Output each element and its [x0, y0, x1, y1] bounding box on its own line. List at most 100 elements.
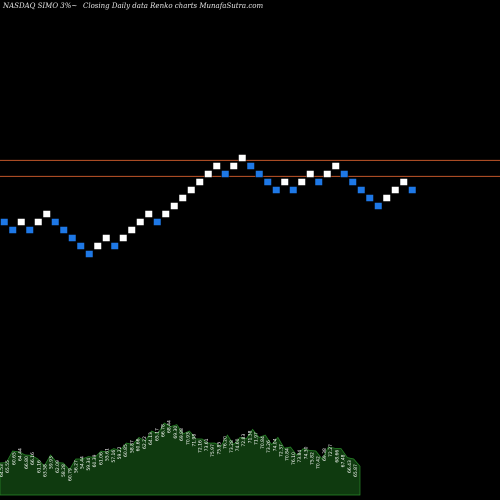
renko-brick-up: [238, 154, 247, 162]
volume-area-path: [0, 422, 361, 496]
renko-brick-down: [110, 242, 119, 250]
renko-brick-down: [272, 186, 281, 194]
chart-title: Closing Daily data Renko charts MunafaSu…: [83, 2, 263, 10]
volume-label: 64.13: [148, 432, 154, 445]
volume-label: 74.60: [235, 438, 241, 451]
volume-label: 62.22: [142, 436, 148, 449]
renko-brick-up: [170, 202, 179, 210]
renko-brick-up: [399, 178, 408, 186]
volume-label: 70.84: [285, 448, 291, 461]
renko-brick-up: [34, 218, 43, 226]
volume-label: 60.66: [136, 438, 142, 451]
renko-brick-down: [76, 242, 85, 250]
volume-label: 62.09: [55, 460, 61, 473]
volume-label: 66.16: [30, 452, 36, 465]
volume-label: 59.93: [49, 456, 55, 469]
renko-brick-up: [161, 210, 170, 218]
renko-brick-up: [331, 162, 340, 170]
renko-brick-down: [0, 218, 9, 226]
renko-brick-up: [102, 234, 111, 242]
renko-brick-down: [340, 170, 349, 178]
exchange-symbol: NASDAQ SIMO 3%~: [2, 2, 77, 10]
volume-label: 71.97: [254, 432, 260, 445]
volume-label: 59.22: [117, 446, 123, 459]
renko-brick-down: [289, 186, 298, 194]
volume-label: 60.85: [123, 444, 129, 457]
volume-label: 65.87: [353, 464, 359, 477]
volume-label: 60.79: [67, 468, 73, 481]
renko-brick-up: [195, 178, 204, 186]
renko-brick-down: [365, 194, 374, 202]
volume-label: 72.83: [241, 434, 247, 447]
volume-label: 72.27: [328, 444, 334, 457]
renko-brick-up: [204, 170, 213, 178]
level-lines: [0, 159, 500, 177]
renko-brick-up: [229, 162, 238, 170]
renko-brick-down: [51, 218, 60, 226]
volume-label: 76.10: [291, 452, 297, 465]
volume-label: 61.16: [36, 460, 42, 473]
renko-brick-up: [127, 226, 136, 234]
volume-label: 63.58: [42, 464, 48, 477]
renko-brick-up: [136, 218, 145, 226]
volume-area: [0, 422, 361, 496]
volume-label: 64.53: [0, 464, 5, 477]
volume-label: 73.84: [297, 450, 303, 463]
volume-label: 58.28: [61, 464, 67, 477]
volume-label: 56.27: [74, 460, 80, 473]
renko-brick-down: [255, 170, 264, 178]
volume-label: 69.38: [322, 448, 328, 461]
renko-brick-down: [221, 170, 230, 178]
volume-label: 73.61: [204, 438, 210, 451]
renko-brick-up: [212, 162, 221, 170]
volume-label: 64.44: [18, 448, 24, 461]
renko-brick-down: [408, 186, 417, 194]
volume-label: 66.43: [347, 460, 353, 473]
volume-label: 73.28: [229, 440, 235, 453]
volume-label: 72.16: [198, 440, 204, 453]
renko-brick-down: [68, 234, 77, 242]
renko-brick-up: [17, 218, 26, 226]
volume-label: 76.20: [223, 436, 229, 449]
volume-label: 74.04: [272, 438, 278, 451]
renko-brick-up: [187, 186, 196, 194]
volume-label: 73.26: [266, 440, 272, 453]
volume-label: 66.78: [160, 424, 166, 437]
volume-label: 65.55: [5, 460, 11, 473]
renko-brick-down: [85, 250, 94, 258]
volume-label: 69.30: [173, 426, 179, 439]
renko-brick-up: [42, 210, 51, 218]
volume-label: 55.61: [105, 448, 111, 461]
volume-label: 60.65: [11, 452, 17, 465]
volume-label: 75.85: [216, 442, 222, 455]
volume-label: 68.44: [167, 420, 173, 433]
renko-brick-down: [153, 218, 162, 226]
volume-label: 54.44: [80, 456, 86, 469]
volume-label: 66.80: [24, 456, 30, 469]
volume-label: 71.98: [192, 434, 198, 447]
volume-label: 58.87: [129, 440, 135, 453]
volume-label: 60.39: [92, 454, 98, 467]
renko-brick-up: [119, 234, 128, 242]
volume-label: 74.30: [303, 446, 309, 459]
renko-brick-up: [93, 242, 102, 250]
volume-label: 57.16: [111, 450, 117, 463]
volume-label: 68.66: [334, 450, 340, 463]
volume-label: 75.82: [310, 452, 316, 465]
volume-label: 71.38: [247, 430, 253, 443]
volume-label: 70.42: [316, 456, 322, 469]
volume-label: 75.97: [210, 444, 216, 457]
renko-brick-down: [25, 226, 34, 234]
volume-label: 70.84: [260, 436, 266, 449]
renko-brick-down: [8, 226, 17, 234]
volume-label: 69.88: [179, 428, 185, 441]
volume-label: 65.17: [154, 428, 160, 441]
renko-brick-down: [314, 178, 323, 186]
volume-label: 72.37: [278, 444, 284, 457]
renko-brick-up: [306, 170, 315, 178]
renko-brick-down: [348, 178, 357, 186]
renko-brick-up: [280, 178, 289, 186]
